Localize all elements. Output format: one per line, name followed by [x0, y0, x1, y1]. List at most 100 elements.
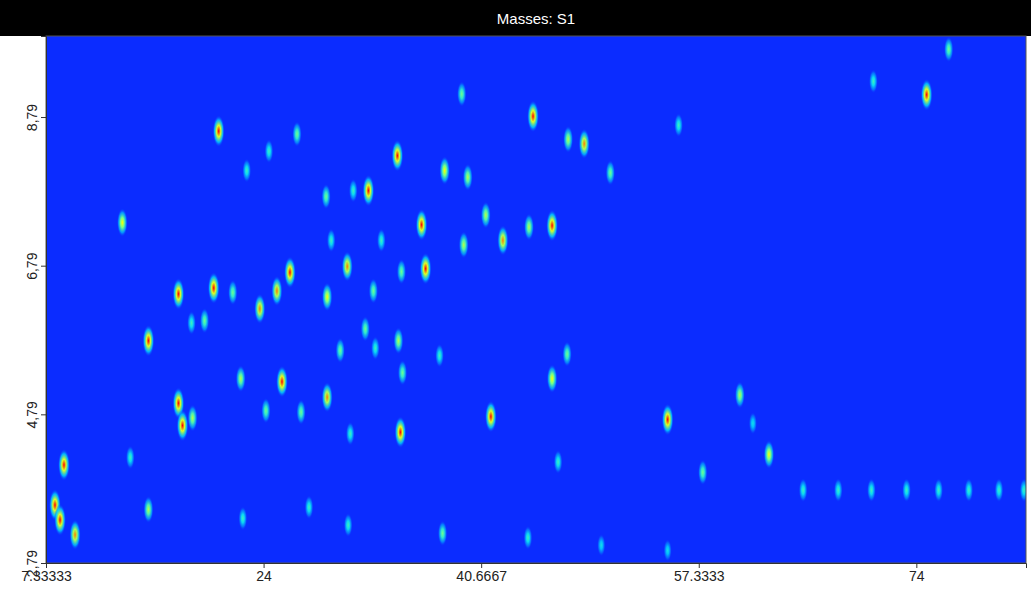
- peak: [497, 225, 508, 255]
- peak: [143, 496, 153, 523]
- peak: [200, 308, 210, 334]
- peak: [527, 100, 539, 132]
- peak: [523, 526, 532, 550]
- peak: [921, 79, 933, 111]
- peak: [459, 231, 469, 258]
- peak: [213, 115, 225, 147]
- x-tick-label: 57.3333: [674, 568, 725, 584]
- plot-frame: [46, 36, 1026, 563]
- peak: [264, 139, 273, 163]
- peak: [562, 341, 572, 367]
- peak: [869, 69, 878, 93]
- peak: [435, 344, 444, 368]
- peak: [346, 422, 355, 446]
- peak: [1020, 478, 1026, 502]
- x-tick: 74: [909, 563, 925, 584]
- peak: [344, 513, 353, 537]
- y-tick-label: 8,79: [24, 104, 40, 131]
- peak: [236, 365, 246, 392]
- peak: [438, 520, 448, 546]
- peak: [457, 81, 467, 107]
- title: Masses: S1: [497, 10, 575, 27]
- y-tick-label: 2,79: [24, 550, 40, 577]
- x-tick: 40.6667: [456, 563, 507, 584]
- peak: [296, 399, 306, 425]
- peak: [58, 449, 70, 481]
- peak: [867, 478, 876, 502]
- x-tick: 24: [256, 563, 272, 584]
- y-tick-mark: [41, 414, 46, 415]
- peak: [698, 460, 708, 486]
- peak: [416, 209, 428, 241]
- peak: [397, 259, 407, 285]
- peak: [369, 278, 379, 304]
- y-tick-label: 4,79: [24, 401, 40, 428]
- peak: [597, 534, 605, 556]
- peak: [944, 37, 954, 63]
- peak: [242, 159, 251, 183]
- peak: [292, 121, 302, 147]
- peak: [546, 210, 558, 242]
- peak: [524, 213, 534, 240]
- peak: [126, 445, 135, 469]
- peak: [362, 175, 374, 207]
- peak: [254, 294, 265, 324]
- peak: [554, 450, 563, 474]
- peak: [902, 478, 911, 502]
- peak: [485, 401, 497, 433]
- x-tick-label: 74: [909, 568, 925, 584]
- x-tick-label: 40.6667: [456, 568, 507, 584]
- peak: [377, 228, 386, 252]
- title-band: [0, 0, 1031, 36]
- peak: [284, 256, 296, 288]
- y-tick-mark: [41, 266, 46, 267]
- peak: [360, 316, 370, 342]
- peak: [142, 325, 154, 357]
- peak: [342, 251, 353, 281]
- peak: [663, 539, 671, 561]
- y-tick: 6,79: [24, 252, 46, 279]
- peak: [547, 364, 558, 393]
- peak: [394, 416, 406, 448]
- peak: [208, 272, 220, 304]
- peak: [994, 478, 1003, 502]
- peak: [964, 478, 973, 502]
- peak: [674, 113, 683, 137]
- peak: [322, 282, 333, 311]
- peak: [834, 478, 843, 502]
- peak: [391, 140, 403, 172]
- peak: [172, 278, 184, 310]
- y-axis: 2,79 4,79 6,79 8,79: [24, 37, 47, 578]
- peak: [579, 129, 590, 159]
- peak: [238, 506, 247, 530]
- peak: [735, 381, 745, 408]
- peak: [69, 520, 80, 550]
- peak: [439, 156, 450, 185]
- peak: [305, 495, 314, 519]
- peak: [271, 276, 282, 306]
- y-tick: 4,79: [24, 401, 46, 428]
- peak: [228, 280, 238, 306]
- peak: [393, 327, 403, 354]
- y-tick: 2,79: [24, 550, 46, 577]
- peak: [481, 202, 491, 229]
- peak: [349, 179, 358, 203]
- plot-background: [46, 36, 1026, 563]
- peak: [764, 440, 775, 469]
- peak: [321, 184, 331, 210]
- peak: [276, 366, 288, 398]
- peak: [54, 504, 66, 536]
- peak: [934, 478, 943, 502]
- peak: [749, 412, 757, 434]
- peak: [117, 208, 128, 237]
- y-axis-line: [41, 37, 47, 564]
- peak: [177, 409, 189, 441]
- y-tick-mark: [41, 117, 46, 118]
- y-tick: 8,79: [24, 104, 46, 131]
- peak: [261, 398, 271, 424]
- x-tick-label: 24: [256, 568, 272, 584]
- peak: [799, 478, 808, 502]
- chart: Masses: S17.333332440.666757.3333742,794…: [0, 0, 1031, 596]
- peak: [563, 126, 573, 153]
- peak: [321, 382, 332, 412]
